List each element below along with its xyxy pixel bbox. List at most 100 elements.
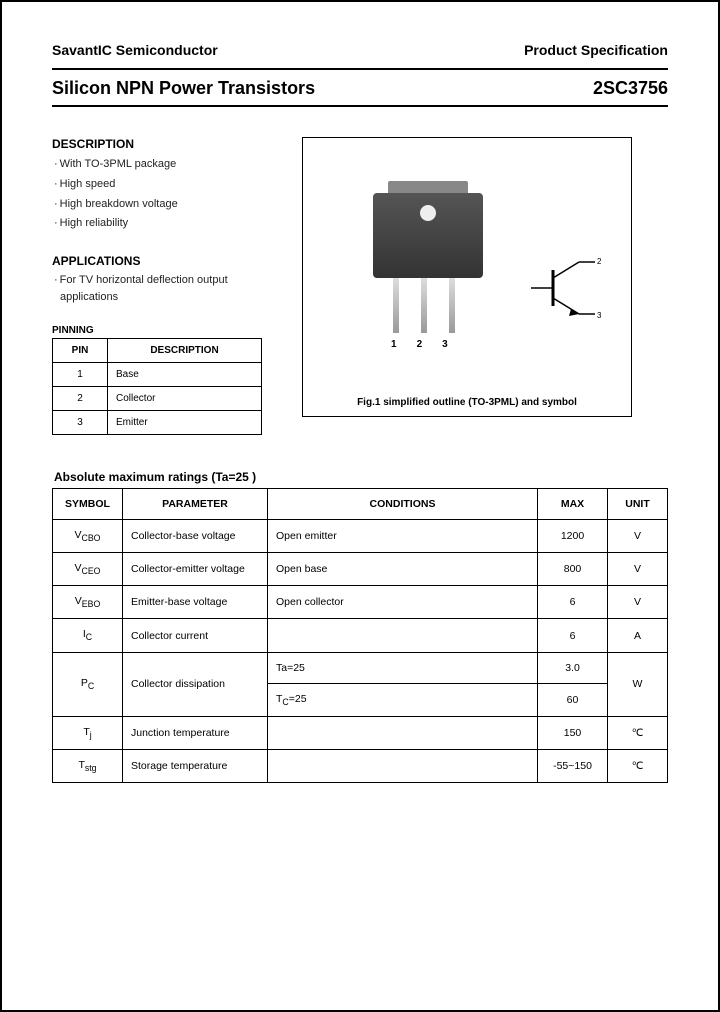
param-cell: Collector dissipation — [123, 652, 268, 716]
header-row: SavantIC Semiconductor Product Specifica… — [52, 42, 668, 58]
table-row: IC Collector current 6 A — [53, 619, 668, 652]
figure-caption: Fig.1 simplified outline (TO-3PML) and s… — [303, 397, 631, 408]
desc-item: High speed — [54, 175, 282, 195]
rule-top — [52, 68, 668, 70]
svg-text:2: 2 — [597, 257, 601, 266]
table-row: VCBO Collector-base voltage Open emitter… — [53, 520, 668, 553]
lead-2 — [421, 278, 427, 333]
table-row: VCEO Collector-emitter voltage Open base… — [53, 553, 668, 586]
applications-list: For TV horizontal deflection output appl… — [54, 272, 282, 305]
lead-label: 2 — [417, 339, 423, 350]
description-list: With TO-3PML package High speed High bre… — [54, 155, 282, 234]
unit-cell: W — [608, 652, 668, 716]
description-heading: DESCRIPTION — [52, 137, 282, 151]
param-cell: Collector current — [123, 619, 268, 652]
max-cell: 3.0 — [538, 652, 608, 683]
applications-block: APPLICATIONS For TV horizontal deflectio… — [52, 254, 282, 305]
param-cell: Emitter-base voltage — [123, 586, 268, 619]
svg-text:1: 1 — [531, 278, 532, 287]
cond-cell — [268, 619, 538, 652]
pinning-heading: PINNING — [52, 325, 282, 336]
col-pin: PIN — [53, 339, 108, 363]
unit-cell: A — [608, 619, 668, 652]
table-row: PC Collector dissipation Ta=25 3.0 W — [53, 652, 668, 683]
spec-label: Product Specification — [524, 42, 668, 58]
pinning-table: PIN DESCRIPTION 1Base 2Collector 3Emitte… — [52, 338, 262, 435]
applications-heading: APPLICATIONS — [52, 254, 282, 268]
symbol-cell: Tj — [53, 716, 123, 749]
unit-cell: ℃ — [608, 716, 668, 749]
max-cell: 60 — [538, 683, 608, 716]
lead-3 — [449, 278, 455, 333]
col-symbol: SYMBOL — [53, 489, 123, 520]
symbol-cell: PC — [53, 652, 123, 716]
col-parameter: PARAMETER — [123, 489, 268, 520]
cond-cell: Open emitter — [268, 520, 538, 553]
transistor-symbol-icon: 1 2 3 — [531, 248, 601, 328]
lead-numbers: 1 2 3 — [391, 339, 448, 350]
unit-cell: V — [608, 520, 668, 553]
table-row: 2Collector — [53, 387, 262, 411]
table-row: Tstg Storage temperature -55~150 ℃ — [53, 749, 668, 782]
symbol-cell: VCEO — [53, 553, 123, 586]
cond-cell: Ta=25 — [268, 652, 538, 683]
max-cell: 800 — [538, 553, 608, 586]
part-number: 2SC3756 — [593, 78, 668, 99]
lead-label: 3 — [442, 339, 448, 350]
cond-cell: TC=25 — [268, 683, 538, 716]
ratings-heading: Absolute maximum ratings (Ta=25 ) — [54, 470, 668, 484]
desc-item: High breakdown voltage — [54, 195, 282, 215]
col-desc: DESCRIPTION — [108, 339, 262, 363]
symbol-cell: VEBO — [53, 586, 123, 619]
top-section: DESCRIPTION With TO-3PML package High sp… — [52, 137, 668, 435]
leads — [393, 278, 455, 333]
param-cell: Storage temperature — [123, 749, 268, 782]
table-row: 3Emitter — [53, 411, 262, 435]
unit-cell: V — [608, 586, 668, 619]
pin-desc: Collector — [108, 387, 262, 411]
pin-num: 2 — [53, 387, 108, 411]
table-row: VEBO Emitter-base voltage Open collector… — [53, 586, 668, 619]
mounting-hole — [420, 205, 436, 221]
col-conditions: CONDITIONS — [268, 489, 538, 520]
figure-box: 1 2 3 1 2 3 Fig.1 simpl — [302, 137, 632, 417]
pin-desc: Emitter — [108, 411, 262, 435]
right-column: 1 2 3 1 2 3 Fig.1 simpl — [302, 137, 668, 435]
max-cell: -55~150 — [538, 749, 608, 782]
lead-1 — [393, 278, 399, 333]
cond-cell: Open collector — [268, 586, 538, 619]
rule-title — [52, 105, 668, 107]
cond-cell: Open base — [268, 553, 538, 586]
package-body — [373, 193, 483, 278]
cond-cell — [268, 716, 538, 749]
unit-cell: ℃ — [608, 749, 668, 782]
pin-desc: Base — [108, 363, 262, 387]
param-cell: Collector-emitter voltage — [123, 553, 268, 586]
max-cell: 150 — [538, 716, 608, 749]
left-column: DESCRIPTION With TO-3PML package High sp… — [52, 137, 282, 435]
symbol-cell: IC — [53, 619, 123, 652]
param-cell: Junction temperature — [123, 716, 268, 749]
cond-cell — [268, 749, 538, 782]
desc-item: High reliability — [54, 214, 282, 234]
lead-label: 1 — [391, 339, 397, 350]
app-item: For TV horizontal deflection output appl… — [54, 272, 282, 305]
svg-text:3: 3 — [597, 311, 601, 320]
symbol-cell: Tstg — [53, 749, 123, 782]
max-cell: 6 — [538, 586, 608, 619]
package-outline: 1 2 3 — [373, 193, 483, 278]
param-cell: Collector-base voltage — [123, 520, 268, 553]
title-row: Silicon NPN Power Transistors 2SC3756 — [52, 78, 668, 99]
max-cell: 1200 — [538, 520, 608, 553]
desc-item: With TO-3PML package — [54, 155, 282, 175]
symbol-cell: VCBO — [53, 520, 123, 553]
ratings-table: SYMBOL PARAMETER CONDITIONS MAX UNIT VCB… — [52, 488, 668, 783]
table-row: 1Base — [53, 363, 262, 387]
table-header-row: SYMBOL PARAMETER CONDITIONS MAX UNIT — [53, 489, 668, 520]
pin-num: 3 — [53, 411, 108, 435]
table-row: Tj Junction temperature 150 ℃ — [53, 716, 668, 749]
datasheet-page: SavantIC Semiconductor Product Specifica… — [2, 2, 718, 803]
product-title: Silicon NPN Power Transistors — [52, 78, 315, 99]
col-unit: UNIT — [608, 489, 668, 520]
max-cell: 6 — [538, 619, 608, 652]
